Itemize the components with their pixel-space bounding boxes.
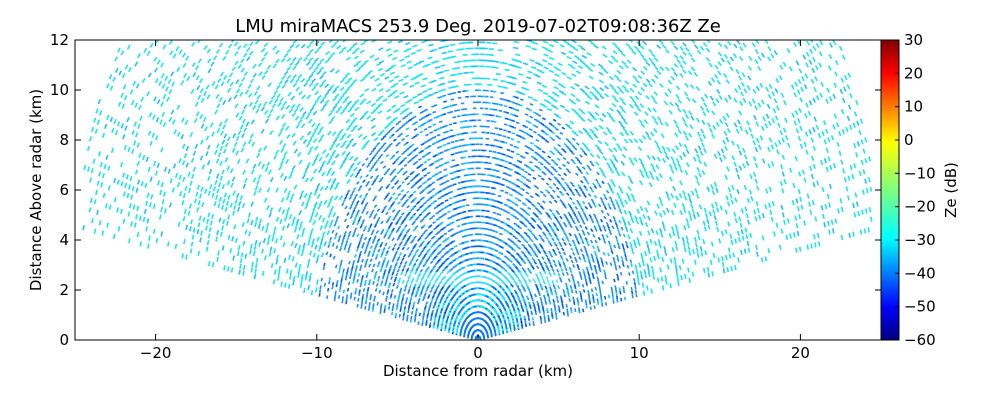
radar-echo-field [82,40,873,340]
x-tick-label: −20 [140,344,172,362]
y-tick-label: 12 [50,31,69,49]
colorbar-ticks: 30 20 10 0 −10 −20 −30 −40 −50 −60 [895,31,936,349]
x-axis-label: Distance from radar (km) [383,362,573,380]
echo-layer [318,90,637,329]
x-tick-label: −10 [301,344,333,362]
colorbar-tick-label: 20 [904,64,923,82]
colorbar: 30 20 10 0 −10 −20 −30 −40 −50 −60 Ze (dB) [880,31,960,349]
echo-layer [432,269,522,335]
echo-layer [328,89,633,323]
y-tick-label: 4 [59,231,69,249]
y-tick-label: 6 [59,181,69,199]
echo-layer [397,271,557,287]
y-tick-label: 0 [59,331,69,349]
colorbar-tick-label: −10 [904,164,936,182]
echo-layer [82,40,867,291]
x-tick-label: 0 [473,344,483,362]
echo-layer [83,40,873,296]
colorbar-tick-label: −60 [904,331,936,349]
y-axis: 0 2 4 6 8 10 12 [50,31,881,349]
colorbar-tick-label: −30 [904,231,936,249]
colorbar-tick-label: 0 [904,131,914,149]
x-tick-label: 10 [630,344,649,362]
x-tick-label: 20 [791,344,810,362]
colorbar-tick-label: −50 [904,298,936,316]
x-axis: −20 −10 0 10 20 [140,40,810,362]
colorbar-tick-label: 10 [904,98,923,116]
colorbar-tick-label: 30 [904,31,923,49]
colorbar-tick-label: −40 [904,264,936,282]
chart-title: LMU miraMACS 253.9 Deg. 2019-07-02T09:08… [235,16,721,37]
colorbar-gradient [880,39,900,341]
y-tick-label: 8 [59,131,69,149]
y-tick-label: 10 [50,81,69,99]
colorbar-label: Ze (dB) [942,162,960,218]
colorbar-tick-label: −20 [904,198,936,216]
y-tick-label: 2 [59,281,69,299]
y-axis-label: Distance Above radar (km) [27,89,45,291]
